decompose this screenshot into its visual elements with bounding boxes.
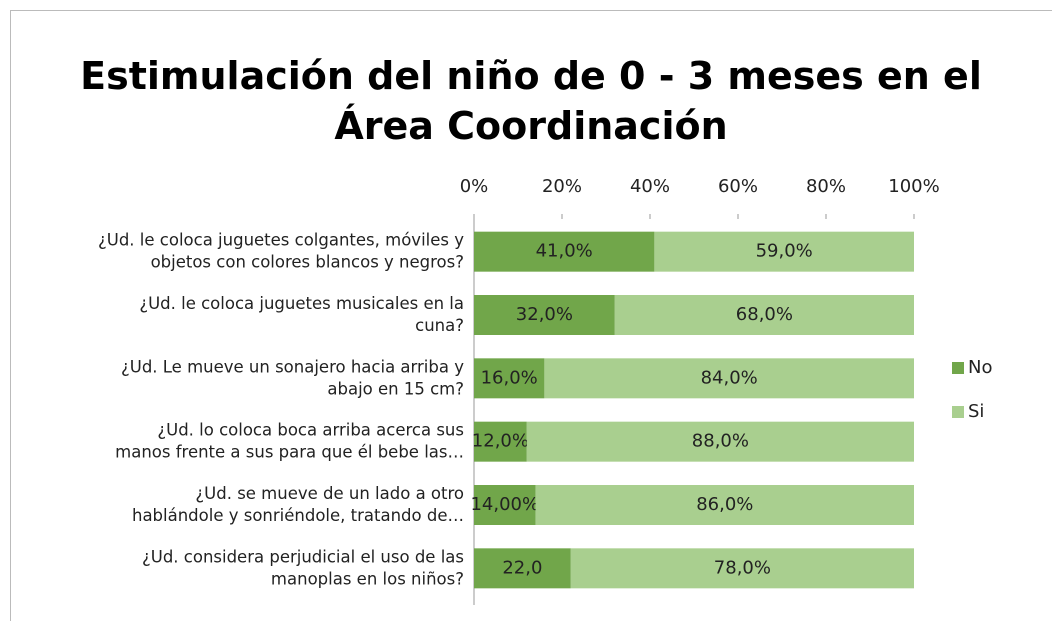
legend-swatch [952, 406, 964, 418]
x-tick-label: 80% [806, 176, 846, 197]
data-label: 32,0% [516, 304, 573, 325]
y-tick-label: ¿Ud. considera perjudicial el uso de las… [142, 547, 464, 588]
data-label: 88,0% [692, 431, 749, 452]
data-label: 14,00% [470, 494, 539, 515]
x-tick-label: 40% [630, 176, 670, 197]
data-label: 22,0 [502, 557, 542, 578]
data-label: 84,0% [701, 367, 758, 388]
data-label: 59,0% [756, 241, 813, 262]
data-label: 78,0% [714, 557, 771, 578]
data-label: 68,0% [736, 304, 793, 325]
data-label: 12,0% [472, 431, 529, 452]
data-label: 86,0% [696, 494, 753, 515]
chart-title: Estimulación del niño de 0 - 3 meses en … [80, 54, 982, 148]
data-label: 16,0% [481, 367, 538, 388]
x-tick-label: 100% [888, 176, 939, 197]
x-tick-label: 20% [542, 176, 582, 197]
legend-label: No [968, 357, 992, 378]
data-label: 41,0% [536, 241, 593, 262]
x-tick-label: 0% [460, 176, 489, 197]
legend-swatch [952, 362, 964, 374]
legend-label: Si [968, 401, 984, 422]
y-tick-label: ¿Ud. le coloca juguetes colgantes, móvil… [98, 230, 464, 271]
y-tick-label: ¿Ud. Le mueve un sonajero hacia arriba y… [121, 357, 464, 398]
x-tick-label: 60% [718, 176, 758, 197]
